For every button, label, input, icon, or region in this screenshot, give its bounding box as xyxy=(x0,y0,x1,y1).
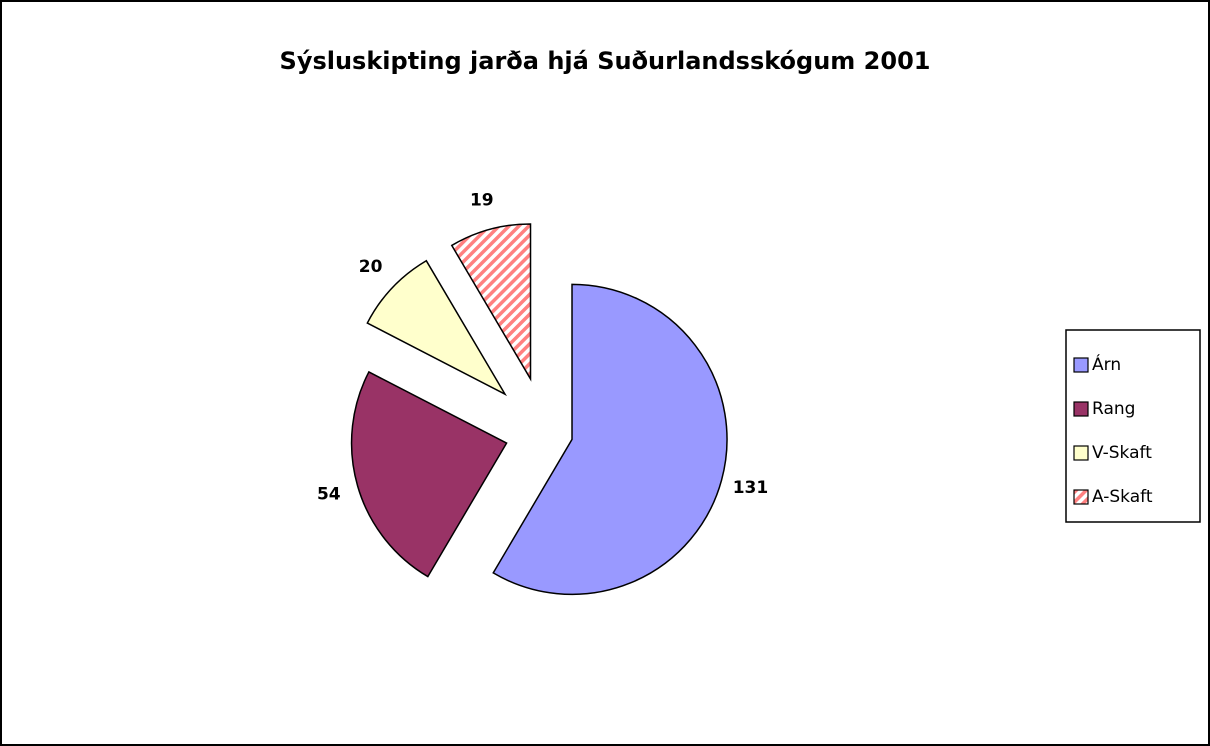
pie-slice xyxy=(366,259,508,397)
pie-slice xyxy=(450,223,532,382)
legend-swatch xyxy=(1073,489,1089,505)
legend-swatch xyxy=(1073,357,1089,373)
legend-label: Rang xyxy=(1092,399,1135,419)
data-label: 54 xyxy=(317,484,341,504)
chart-title: Sýsluskipting jarða hjá Suðurlandsskógum… xyxy=(280,47,931,75)
pie-slice xyxy=(492,283,728,596)
legend-swatch xyxy=(1073,401,1089,417)
legend-label: A-Skaft xyxy=(1092,487,1153,507)
legend-label: V-Skaft xyxy=(1092,443,1152,463)
data-label: 19 xyxy=(470,190,494,210)
data-label: 20 xyxy=(359,257,383,277)
data-label: 131 xyxy=(733,478,769,498)
pie-slice xyxy=(350,370,508,578)
legend-label: Árn xyxy=(1092,353,1121,375)
legend-swatch xyxy=(1073,445,1089,461)
